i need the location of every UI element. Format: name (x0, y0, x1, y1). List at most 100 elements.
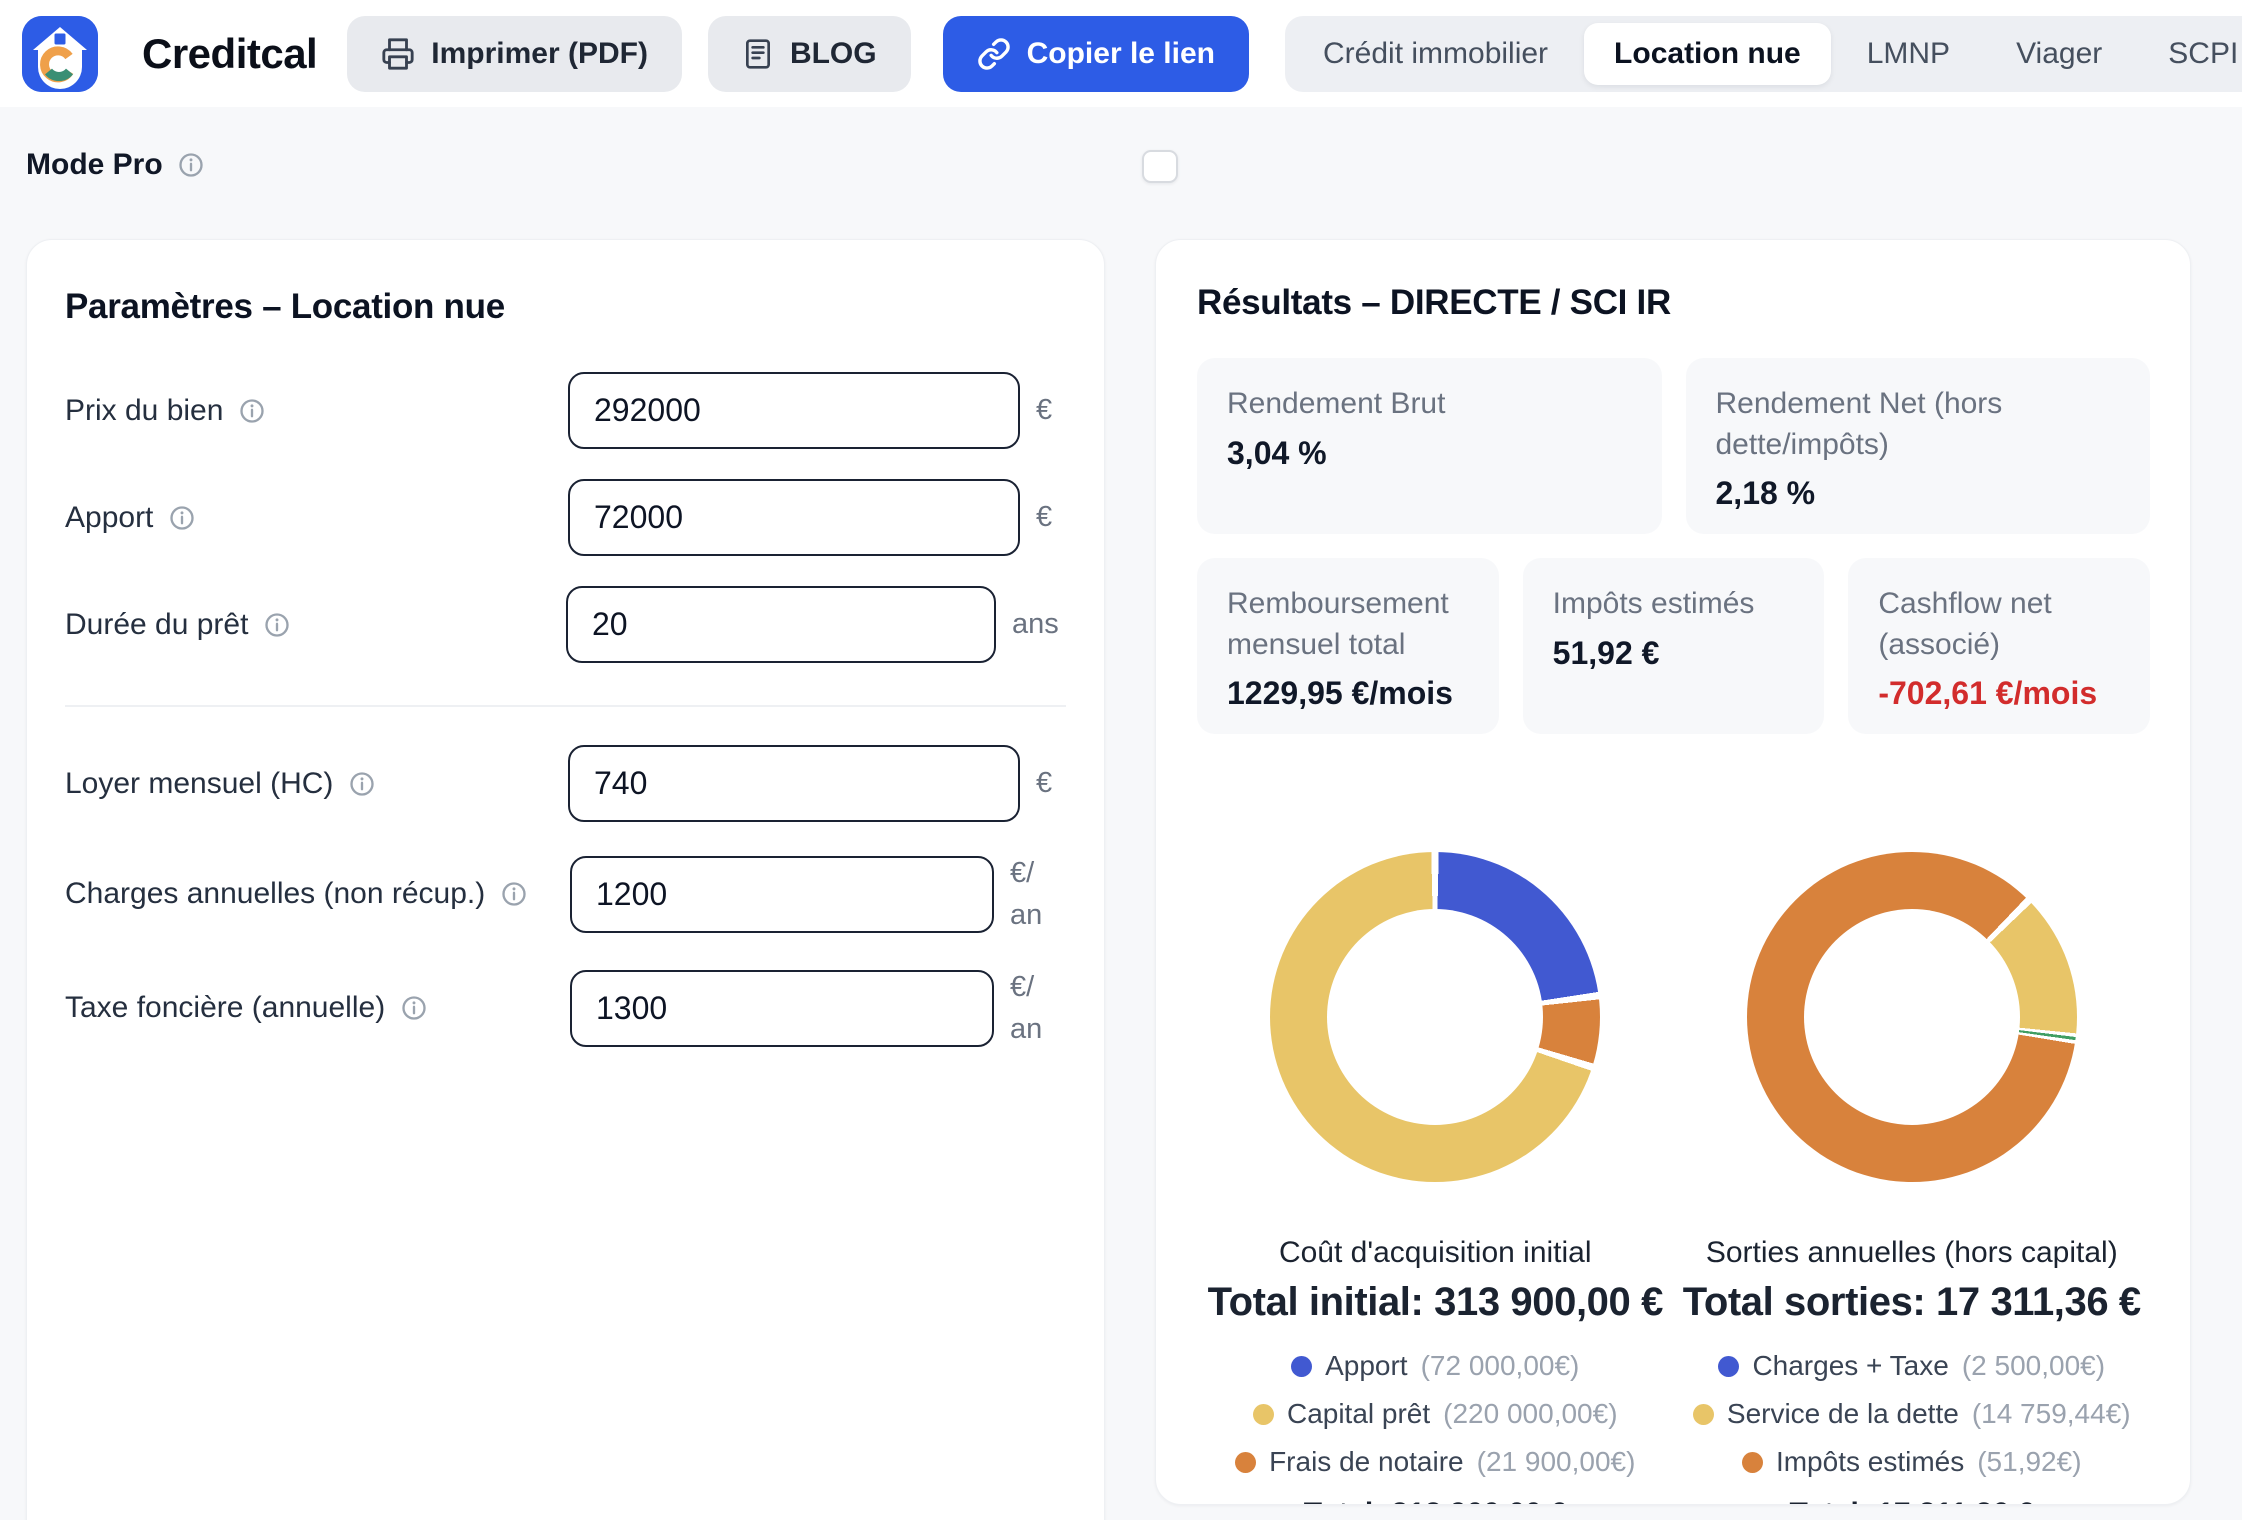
legend-value: (220 000,00€) (1443, 1398, 1618, 1429)
card-label: Impôts estimés (1552, 587, 1755, 620)
info-icon[interactable] (400, 994, 428, 1022)
parameters-panel: Paramètres – Location nue Prix du bien €… (26, 239, 1105, 1520)
brand-name: Creditcal (142, 29, 318, 77)
tab-lmnp[interactable]: LMNP (1866, 36, 1951, 70)
parameters-title: Paramètres – Location nue (65, 287, 505, 326)
tab-credit-immobilier[interactable]: Crédit immobilier (1323, 36, 1549, 70)
info-icon[interactable] (238, 397, 266, 425)
print-pdf-button[interactable]: Imprimer (PDF) (347, 15, 682, 92)
printer-icon (381, 37, 415, 71)
section-divider (65, 705, 1066, 707)
apport-input[interactable] (568, 479, 1020, 556)
field-label-text: Apport (65, 500, 154, 534)
legend-value: (72 000,00€) (1420, 1350, 1580, 1381)
result-card-rendement-brut: Rendement Brut 3,04 % (1197, 358, 1662, 534)
card-label: Rendement Brut (1227, 387, 1446, 420)
chart-footer-total: Total: 313 900,00 € (1304, 1497, 1567, 1504)
copy-link-label: Copier le lien (1026, 36, 1215, 70)
blog-button[interactable]: BLOG (707, 15, 911, 92)
chart-title: Coût d'acquisition initial (1278, 1236, 1592, 1269)
legend-dot (1692, 1403, 1714, 1425)
field-label: Durée du prêt (65, 608, 566, 642)
legend-item: Capital prêt (220 000,00€) (1252, 1395, 1618, 1433)
card-label: Cashflow net (associé) (1878, 587, 2052, 661)
duree-du-pret-input[interactable] (566, 586, 996, 663)
card-value: 3,04 % (1227, 434, 1327, 471)
blog-label: BLOG (789, 36, 877, 70)
tab-location-nue[interactable]: Location nue (1584, 22, 1831, 85)
info-icon[interactable] (348, 770, 376, 798)
info-icon[interactable] (177, 151, 205, 179)
legend-value: (14 759,44€) (1971, 1398, 2131, 1429)
field-label: Loyer mensuel (HC) (65, 767, 568, 801)
copy-link-button[interactable]: Copier le lien (942, 15, 1249, 92)
chart-legend: Apport (72 000,00€) Capital prêt (220 00… (1235, 1347, 1635, 1481)
charts-row: Coût d'acquisition initial Total initial… (1197, 852, 2150, 1504)
legend-label: Charges + Taxe (1752, 1350, 1949, 1381)
chart-footer-total: Total: 17 311,36 € (1789, 1497, 2034, 1504)
creditcal-logo (22, 15, 98, 92)
result-card-cashflow: Cashflow net (associé) -702,61 €/mois (1848, 558, 2150, 734)
donut-chart-acquisition[interactable] (1270, 852, 1601, 1182)
chart-legend: Charges + Taxe (2 500,00€) Service de la… (1692, 1347, 2131, 1481)
field-row-taxe-fonciere: Taxe foncière (annuelle) €/ an (65, 966, 1066, 1050)
legend-item: Service de la dette (14 759,44€) (1692, 1395, 2131, 1433)
charges-annuelles-input[interactable] (570, 855, 994, 933)
legend-value: (51,92€) (1977, 1446, 2082, 1477)
donut-hole (1327, 909, 1544, 1125)
legend-label: Frais de notaire (1269, 1446, 1464, 1477)
mode-pro-label: Mode Pro (26, 148, 163, 181)
results-title: Résultats – DIRECTE / SCI IR (1197, 283, 1671, 322)
field-row-apport: Apport € (65, 479, 1066, 556)
field-label: Charges annuelles (non récup.) (65, 877, 570, 911)
link-icon (977, 37, 1011, 71)
unit-suffix: €/ an (1010, 971, 1043, 1046)
field-label: Prix du bien (65, 394, 568, 428)
top-bar: Creditcal Imprimer (PDF) BLOG Copier le … (0, 0, 2242, 107)
legend-item: Impôts estimés (51,92€) (1741, 1443, 2082, 1481)
prix-du-bien-input[interactable] (568, 372, 1020, 449)
mode-pro-row: Mode Pro (26, 148, 205, 182)
legend-label: Impôts estimés (1775, 1446, 1965, 1477)
unit-suffix: € (1036, 394, 1053, 427)
unit-suffix: ans (1012, 608, 1059, 641)
nav-tabs: Crédit immobilier Location nue LMNP Viag… (1285, 15, 2242, 92)
unit-suffix: €/ an (1010, 857, 1043, 932)
tab-viager[interactable]: Viager (2016, 36, 2103, 70)
info-icon[interactable] (168, 504, 196, 532)
donut-chart-sorties[interactable] (1746, 852, 2077, 1182)
chart-total: Total initial: 313 900,00 € (1207, 1280, 1664, 1324)
field-row-charges-annuelles: Charges annuelles (non récup.) €/ an (65, 852, 1066, 936)
loyer-mensuel-input[interactable] (568, 745, 1020, 822)
taxe-fonciere-input[interactable] (570, 969, 994, 1047)
mode-pro-toggle[interactable] (1142, 150, 1178, 183)
field-label: Apport (65, 501, 568, 535)
legend-dot (1741, 1451, 1763, 1473)
card-label: Remboursement mensuel total (1227, 587, 1449, 661)
legend-dot (1718, 1355, 1740, 1377)
main-content: Paramètres – Location nue Prix du bien €… (26, 239, 2191, 1520)
chart-total: Total sorties: 17 311,36 € (1682, 1280, 2141, 1324)
field-label-text: Charges annuelles (non récup.) (65, 877, 486, 911)
card-label: Rendement Net (hors dette/impôts) (1715, 387, 2003, 461)
card-value: 1229,95 €/mois (1227, 675, 1453, 711)
card-value: 2,18 % (1715, 475, 1816, 511)
house-logo-icon (22, 15, 98, 92)
result-card-impots: Impôts estimés 51,92 € (1522, 558, 1825, 734)
field-label-text: Loyer mensuel (HC) (65, 766, 334, 800)
results-cards-row1: Rendement Brut 3,04 % Rendement Net (hor… (1197, 358, 2150, 534)
result-card-remboursement: Remboursement mensuel total 1229,95 €/mo… (1197, 558, 1499, 734)
legend-item: Frais de notaire (21 900,00€) (1235, 1443, 1635, 1481)
field-row-duree-du-pret: Durée du prêt ans (65, 586, 1066, 663)
tab-scpi[interactable]: SCPI (2168, 36, 2239, 70)
results-cards-row2: Remboursement mensuel total 1229,95 €/mo… (1197, 558, 2150, 734)
document-icon (742, 38, 774, 70)
legend-label: Apport (1325, 1350, 1408, 1381)
info-icon[interactable] (500, 880, 528, 908)
chart-acquisition: Coût d'acquisition initial Total initial… (1197, 852, 1674, 1504)
card-value-negative: -702,61 €/mois (1878, 675, 2098, 711)
info-icon[interactable] (263, 611, 291, 639)
result-card-rendement-net: Rendement Net (hors dette/impôts) 2,18 % (1685, 358, 2150, 534)
legend-value: (2 500,00€) (1961, 1350, 2106, 1381)
legend-value: (21 900,00€) (1476, 1446, 1636, 1477)
